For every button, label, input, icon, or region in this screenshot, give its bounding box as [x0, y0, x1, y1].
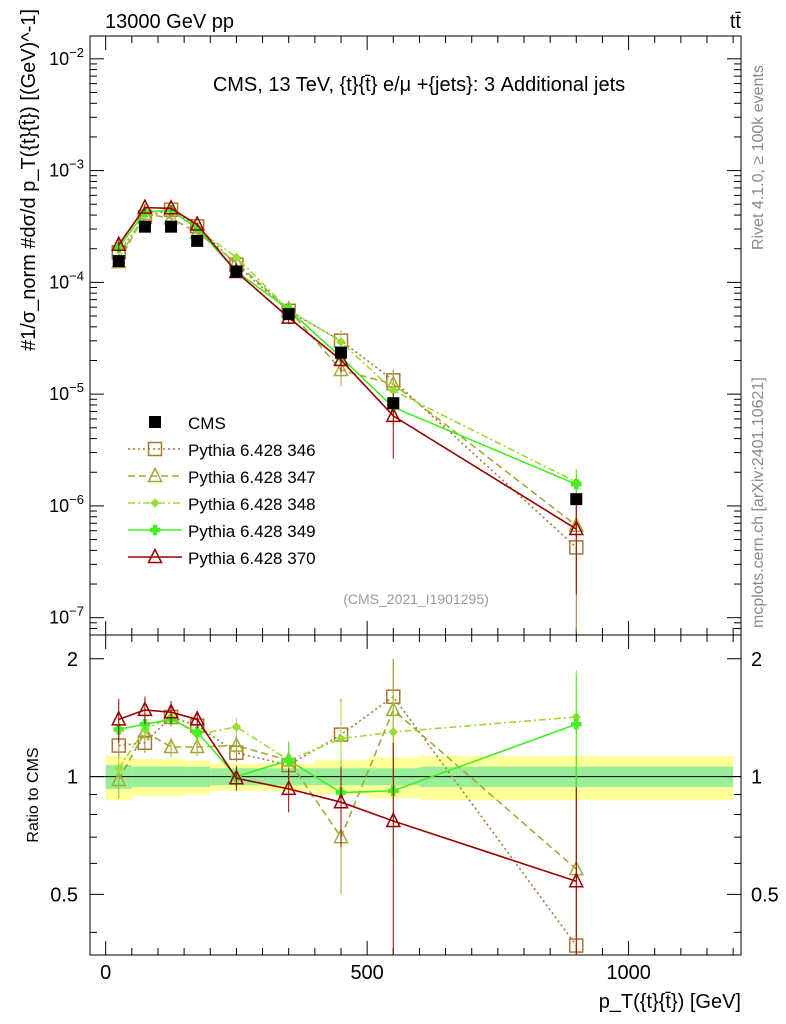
- series-point-4: [189, 215, 205, 231]
- legend: CMS Pythia 6.428 346 Pythia 6.428 347 Pythi…: [128, 414, 316, 568]
- analysis-id: (CMS_2021_I1901295): [343, 591, 489, 607]
- legend-label-4: Pythia 6.428 370: [188, 549, 316, 568]
- ratio-point-4: [163, 703, 179, 719]
- cms-point: [387, 397, 400, 410]
- ratio-point-4: [280, 779, 297, 796]
- legend-label-3: Pythia 6.428 349: [188, 522, 316, 541]
- header-left: 13000 GeV pp: [105, 11, 234, 33]
- ratio-panel-frame: [89, 634, 742, 956]
- side-mcplots: mcplots.cern.ch [arXiv:2401.10621]: [750, 377, 767, 628]
- main-ytick-label: 10−3: [49, 157, 84, 181]
- header-right: tt̄: [730, 11, 742, 33]
- ratio-point-2: [231, 722, 242, 732]
- series-point-4: [385, 406, 401, 423]
- cms-point: [570, 493, 583, 506]
- ratio-point-4: [137, 700, 153, 717]
- chart-title: CMS, 13 TeV, {t}{t̄} e/μ +{jets}: 3 Addi…: [213, 74, 625, 96]
- ratio-point-4: [385, 811, 401, 828]
- ratio-point-1: [163, 737, 179, 754]
- cms-point: [138, 220, 151, 233]
- series-point-4: [137, 198, 153, 214]
- ratio-point-1: [111, 770, 127, 787]
- cms-point: [334, 346, 347, 359]
- ratio-point-3: [191, 726, 203, 738]
- x-axis-label: p_T({t}{t̄}) [GeV]: [599, 991, 741, 1013]
- series-point-2: [231, 252, 242, 263]
- ratio-ytick-label-right: 2: [751, 649, 762, 671]
- ratio-point-1: [189, 737, 205, 754]
- ratio-uncertainty-band: [90, 755, 741, 801]
- ratio-point-2: [336, 733, 346, 744]
- ratio-axis-ticks: 0.5 0.5 1 1 2 2 0 500 1000: [50, 635, 779, 984]
- ratio-line-2: [118, 716, 577, 769]
- main-ytick-label: 10−4: [49, 268, 84, 292]
- legend-marker-4: [147, 547, 163, 564]
- series-point-4: [111, 235, 127, 252]
- legend-marker-1: [147, 466, 163, 483]
- ratio-point-4: [111, 710, 127, 726]
- main-ytick-label: 10−2: [49, 45, 84, 69]
- y-axis-label: #1/σ_norm #dσ/d p_T({t}{t̄}) [(GeV)^-1]: [18, 9, 40, 351]
- ratio-point-1: [228, 736, 245, 752]
- ratio-point-2: [388, 727, 398, 737]
- cms-data-points: [112, 220, 583, 506]
- xtick-label: 0: [100, 962, 111, 984]
- mcplots-label: mcplots.cern.ch [arXiv:2401.10621]: [750, 377, 767, 628]
- legend-cms-marker: [149, 416, 161, 428]
- cms-point: [165, 220, 178, 233]
- legend-label-0: Pythia 6.428 346: [188, 441, 316, 460]
- legend-cms-label: CMS: [188, 414, 226, 433]
- ratio-point-4: [189, 710, 205, 726]
- legend-marker-2: [150, 498, 160, 508]
- legend-label-1: Pythia 6.428 347: [188, 468, 316, 487]
- main-axis-ticks: 10−7 10−6 10−5 10−4 10−3 10−2: [49, 36, 741, 636]
- legend-marker-0: [147, 441, 163, 457]
- ratio-ytick-label-left: 0.5: [50, 884, 78, 906]
- legend-marker-3: [149, 524, 161, 536]
- cms-point: [191, 234, 204, 247]
- cms-point: [230, 265, 243, 278]
- main-ytick-label: 10−7: [49, 604, 84, 628]
- main-series: [111, 198, 585, 633]
- ratio-point-4: [568, 872, 585, 888]
- ratio-ytick-label-left: 2: [67, 649, 78, 671]
- ratio-axis-label-text: Ratio to CMS: [25, 747, 42, 842]
- series-point-4: [568, 519, 585, 536]
- side-rivet: Rivet 4.1.0, ≥ 100k events: [750, 65, 767, 250]
- ratio-ytick-label-right: 1: [751, 767, 762, 789]
- ratio-axis-label: Ratio to CMS: [25, 747, 42, 842]
- ratio-point-4: [333, 793, 349, 809]
- main-ytick-label: 10−6: [49, 492, 84, 516]
- ratio-series: [111, 658, 585, 955]
- series-point-2: [336, 337, 346, 347]
- main-panel-frame: [89, 35, 742, 636]
- ratio-line-1: [118, 708, 577, 870]
- xtick-label: 500: [350, 962, 383, 984]
- xtick-label: 1000: [606, 962, 651, 984]
- ratio-point-3: [283, 755, 294, 766]
- series-point-3: [571, 478, 582, 490]
- y-axis-label-text: #1/σ_norm #dσ/d p_T({t}{t̄}) [(GeV)^-1]: [18, 9, 40, 351]
- ratio-ytick-label-right: 0.5: [751, 884, 779, 906]
- main-ytick-label: 10−5: [49, 380, 84, 404]
- ratio-line-0: [118, 695, 577, 947]
- cms-point: [112, 255, 125, 268]
- legend-label-2: Pythia 6.428 348: [188, 495, 316, 514]
- series-point-4: [163, 199, 179, 215]
- ratio-point-4: [228, 769, 245, 785]
- ratio-point-3: [571, 719, 582, 730]
- ratio-ytick-label-left: 1: [67, 767, 78, 789]
- ratio-point-2: [114, 763, 124, 773]
- cms-point: [282, 308, 295, 321]
- series-point-4: [333, 350, 349, 367]
- series-point-1: [333, 360, 349, 377]
- rivet-label: Rivet 4.1.0, ≥ 100k events: [750, 65, 767, 250]
